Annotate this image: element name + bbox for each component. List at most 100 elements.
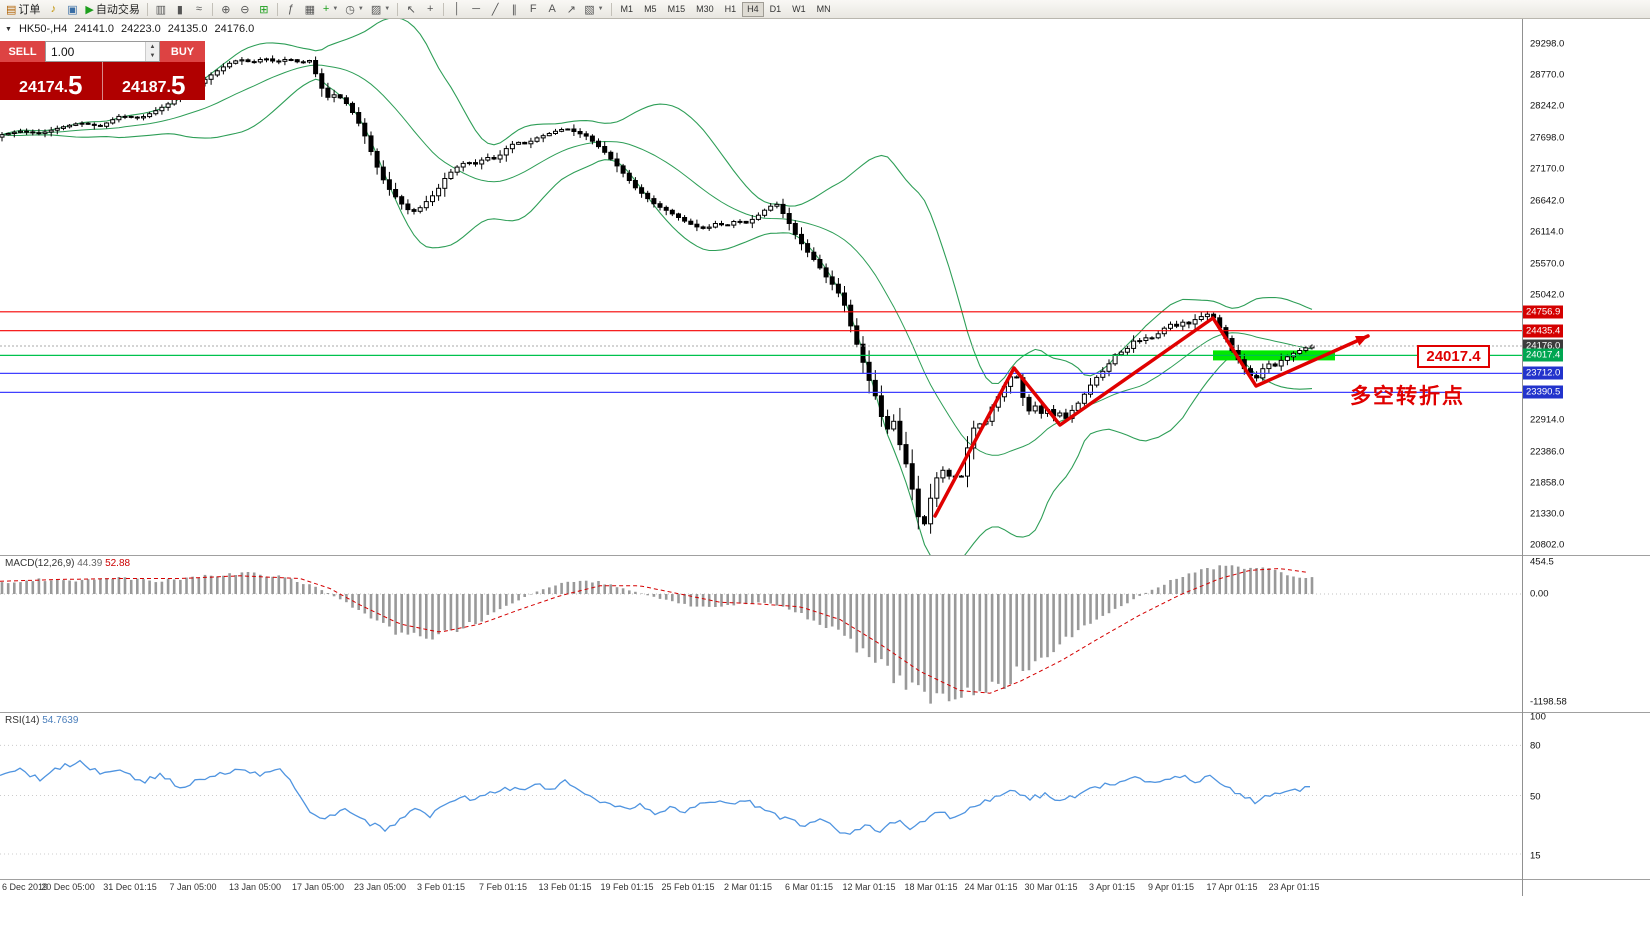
- cursor-button[interactable]: ↖: [402, 1, 420, 18]
- horizontal-line-icon: ─: [472, 3, 481, 15]
- timeframe-m1-button[interactable]: M1: [620, 4, 634, 14]
- dropdown-caret-icon: ▼: [332, 6, 339, 12]
- price-tick-label: 25042.0: [1530, 289, 1565, 301]
- terminal-icon: ▣: [67, 3, 78, 16]
- timeframe-d1-button[interactable]: D1: [769, 4, 782, 14]
- time-label: 19 Feb 01:15: [600, 882, 654, 892]
- macd-axis-label: 0.00: [1530, 588, 1549, 600]
- arrow-tool-button[interactable]: ↗: [562, 1, 580, 18]
- high-value: 24223.0: [121, 23, 161, 35]
- macd-indicator-label: MACD(12,26,9) 44.39 52.88: [5, 558, 130, 569]
- close-value: 24176.0: [214, 23, 255, 35]
- time-label: 13 Jan 05:00: [228, 882, 282, 892]
- indicators-button[interactable]: ƒ: [282, 1, 300, 18]
- indicators-icon: ƒ: [287, 3, 294, 15]
- timeframe-w1-button[interactable]: W1: [792, 4, 806, 14]
- bar-chart-button[interactable]: ▥: [152, 1, 170, 18]
- timeframe-mn-button[interactable]: MN: [816, 4, 831, 14]
- candlestick-chart-button[interactable]: ▮: [171, 1, 189, 18]
- period-button[interactable]: ◷ ▼: [342, 1, 367, 18]
- trendline-icon: ╱: [491, 3, 499, 16]
- templates-button[interactable]: ▨ ▼: [368, 1, 393, 18]
- rsi-axis-label: 100: [1530, 711, 1546, 723]
- price-tag-24017.4: 24017.4: [1523, 348, 1564, 362]
- tile-windows-button[interactable]: ⊞: [255, 1, 273, 18]
- time-label: 7 Jan 05:00: [169, 882, 217, 892]
- sound-icon: ♪: [50, 3, 57, 15]
- toolbar-separator: [276, 2, 278, 16]
- time-label: 6 Dec 2019: [2, 882, 49, 892]
- timeframe-h1-button[interactable]: H1: [724, 4, 737, 14]
- price-axis[interactable]: 29298.0 28770.0 28242.0 27698.0 27170.0 26642…: [1522, 0, 1650, 900]
- time-label: 3 Feb 01:15: [416, 882, 466, 892]
- price-tick-label: 29298.0: [1530, 38, 1565, 50]
- price-callout-box: 24017.4: [1417, 345, 1490, 368]
- fibonacci-icon: F: [529, 3, 537, 15]
- sell-button[interactable]: SELL: [0, 41, 45, 62]
- channel-icon: ∥: [511, 3, 517, 16]
- channel-button[interactable]: ∥: [505, 1, 523, 18]
- price-tick-label: 26642.0: [1530, 195, 1565, 207]
- time-label: 23 Apr 01:15: [1268, 882, 1320, 892]
- horizontal-line-button[interactable]: ─: [467, 1, 485, 18]
- zoom-in-button[interactable]: ⊕: [217, 1, 235, 18]
- time-label: 13 Feb 01:15: [538, 882, 592, 892]
- volume-spinner: ▲ ▼: [145, 42, 159, 61]
- arrow-tool-icon: ↗: [566, 3, 576, 16]
- crosshair-icon: +: [426, 3, 434, 15]
- volume-increase-button[interactable]: ▲: [146, 42, 159, 52]
- price-tick-label: 20802.0: [1530, 539, 1565, 551]
- timeframe-h4-button[interactable]: H4: [742, 1, 764, 17]
- text-button[interactable]: A: [543, 1, 561, 18]
- new-order-button-label: 订单: [18, 4, 41, 16]
- time-label: 17 Jan 05:00: [291, 882, 345, 892]
- price-tick-label: 28770.0: [1530, 69, 1565, 81]
- volume-input[interactable]: [46, 42, 145, 61]
- buy-price-display[interactable]: 24187. 5: [102, 62, 205, 100]
- time-label: 12 Mar 01:15: [842, 882, 896, 892]
- timeframe-m15-button[interactable]: M15: [667, 4, 686, 14]
- price-tick-label: 22386.0: [1530, 446, 1565, 458]
- time-axis[interactable]: 6 Dec 2019 20 Dec 05:00 31 Dec 01:15 7 Jan …: [0, 880, 1522, 896]
- volume-decrease-button[interactable]: ▼: [146, 51, 159, 61]
- sell-price-display[interactable]: 24174. 5: [0, 62, 103, 100]
- time-label: 7 Feb 01:15: [478, 882, 528, 892]
- macd-axis-label: 454.5: [1530, 556, 1554, 568]
- timeframe-m30-button[interactable]: M30: [696, 4, 714, 14]
- crosshair-button[interactable]: +: [421, 1, 439, 18]
- time-label: 23 Jan 05:00: [353, 882, 407, 892]
- line-chart-button[interactable]: ≈: [190, 1, 208, 18]
- price-tick-label: 22914.0: [1530, 414, 1565, 426]
- low-value: 24135.0: [167, 23, 208, 35]
- chart-ohlc-header: ▼ HK50-,H4 24141.0 24223.0 24135.0 24176…: [5, 23, 254, 35]
- macd-signal-value: 52.88: [105, 558, 131, 569]
- trendline-button[interactable]: ╱: [486, 1, 504, 18]
- rsi-axis-label: 80: [1530, 740, 1541, 752]
- terminal-button[interactable]: ▣: [63, 1, 81, 18]
- add-indicator-button[interactable]: + ▼: [320, 1, 341, 18]
- price-tick-label: 28242.0: [1530, 100, 1565, 112]
- fibonacci-button[interactable]: F: [524, 1, 542, 18]
- sound-button[interactable]: ♪: [44, 1, 62, 18]
- autotrade-button[interactable]: ▶ 自动交易: [82, 1, 142, 18]
- shapes-button[interactable]: ▧ ▼: [581, 1, 606, 18]
- symbol-period-label: HK50-,H4: [18, 23, 68, 35]
- zoom-out-button[interactable]: ⊖: [236, 1, 254, 18]
- autotrade-icon: ▶: [85, 3, 94, 16]
- indicator-windows-button[interactable]: ▦: [301, 1, 319, 18]
- time-label: 24 Mar 01:15: [964, 882, 1018, 892]
- timeframe-m5-button[interactable]: M5: [644, 4, 657, 14]
- macd-name: MACD(12,26,9): [5, 558, 75, 569]
- macd-main-value: 44.39: [77, 558, 103, 569]
- vertical-line-button[interactable]: │: [448, 1, 466, 18]
- time-label: 17 Apr 01:15: [1206, 882, 1258, 892]
- cursor-icon: ↖: [406, 3, 416, 16]
- rsi-value: 54.7639: [42, 715, 79, 726]
- new-order-button[interactable]: ▤ 订单: [3, 1, 43, 18]
- buy-price-main: 24187.: [122, 79, 171, 96]
- price-tick-label: 27170.0: [1530, 163, 1565, 175]
- rsi-indicator-label: RSI(14) 54.7639: [5, 715, 78, 726]
- trade-panel-collapse-icon[interactable]: ▼: [5, 25, 12, 33]
- buy-button[interactable]: BUY: [160, 41, 205, 62]
